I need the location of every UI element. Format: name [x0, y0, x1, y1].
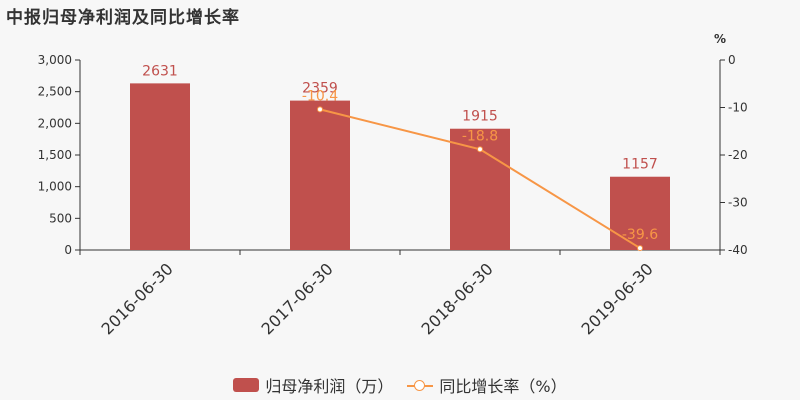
y-left-tick-label: 0 — [64, 243, 72, 257]
chart-title: 中报归母净利润及同比增长率 — [6, 8, 240, 28]
y-left-tick-label: 1,500 — [38, 148, 72, 162]
legend-line-swatch — [407, 378, 434, 392]
y-left-tick-label: 1,000 — [38, 180, 72, 194]
y-right-tick-label: -10 — [728, 101, 748, 115]
legend-label-net-profit: 归母净利润（万） — [265, 377, 394, 396]
y-right-tick-label: -40 — [728, 243, 748, 257]
legend: 归母净利润（万） 同比增长率（%） — [0, 372, 800, 398]
legend-bar-swatch — [233, 378, 260, 392]
line-point — [477, 146, 483, 153]
bar — [610, 176, 670, 250]
y-left-tick-label: 2,500 — [38, 85, 72, 99]
legend-item-net-profit[interactable]: 归母净利润（万） — [233, 373, 393, 397]
x-tick-label: 2017-06-30 — [258, 259, 337, 338]
y-left-tick-label: 2,000 — [38, 116, 72, 130]
legend-item-growth-rate[interactable]: 同比增长率（%） — [407, 373, 567, 397]
line-value-label: -18.8 — [462, 128, 498, 144]
line-value-label: -10.4 — [302, 88, 338, 104]
y-left-tick-label: 3,000 — [38, 53, 72, 67]
x-tick-label: 2019-06-30 — [578, 259, 657, 338]
x-tick-label: 2016-06-30 — [98, 259, 177, 338]
y-right-tick-label: -20 — [728, 148, 748, 162]
line-point — [637, 245, 643, 252]
x-tick-label: 2018-06-30 — [418, 259, 497, 338]
bar — [130, 83, 190, 251]
bar-value-label: 2359 — [302, 81, 338, 97]
bar-value-label: 1915 — [462, 109, 498, 125]
y-left-tick-label: 500 — [49, 211, 72, 225]
combo-chart: 0 500 1,000 1,500 2,000 2,500 3,000 -40 -30 -20 -1… — [38, 32, 748, 338]
y-right-tick-label: -30 — [728, 196, 748, 210]
line-value-label: -39.6 — [622, 227, 658, 243]
y-right-unit-label: % — [714, 32, 726, 46]
bar — [290, 100, 350, 250]
line-point — [317, 106, 323, 113]
y-right-tick-label: 0 — [728, 53, 736, 67]
bar-value-label: 2631 — [142, 63, 178, 79]
bar-value-label: 1157 — [622, 157, 658, 173]
legend-label-growth-rate: 同比增长率（%） — [439, 377, 567, 396]
